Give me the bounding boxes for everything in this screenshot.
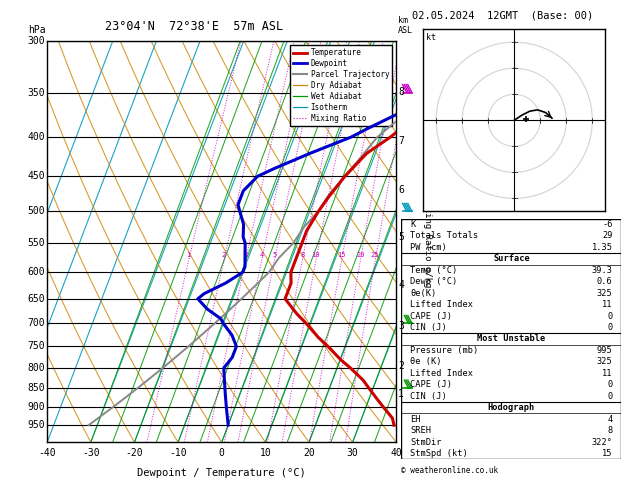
Text: -10: -10 [169, 448, 187, 458]
Text: 8: 8 [300, 252, 304, 259]
Text: 500: 500 [28, 207, 45, 216]
Text: Lifted Index: Lifted Index [410, 369, 473, 378]
Text: K: K [410, 220, 415, 229]
Text: Temp (°C): Temp (°C) [410, 266, 457, 275]
Text: 1.35: 1.35 [592, 243, 613, 252]
Text: 750: 750 [28, 342, 45, 351]
Text: 300: 300 [28, 36, 45, 46]
Text: 30: 30 [347, 448, 359, 458]
Text: θe (K): θe (K) [410, 357, 442, 366]
Text: -40: -40 [38, 448, 56, 458]
Text: 1: 1 [186, 252, 191, 259]
Text: 15: 15 [602, 449, 613, 458]
Text: CAPE (J): CAPE (J) [410, 381, 452, 389]
Text: 11: 11 [602, 300, 613, 309]
Text: 02.05.2024  12GMT  (Base: 00): 02.05.2024 12GMT (Base: 00) [412, 10, 593, 20]
Text: 39.3: 39.3 [592, 266, 613, 275]
Text: Surface: Surface [493, 254, 530, 263]
Text: kt: kt [426, 33, 436, 42]
Text: Pressure (mb): Pressure (mb) [410, 346, 479, 355]
Text: StmSpd (kt): StmSpd (kt) [410, 449, 468, 458]
Text: 325: 325 [597, 289, 613, 297]
Text: Hodograph: Hodograph [487, 403, 535, 412]
Text: 6: 6 [398, 185, 404, 195]
Text: -20: -20 [126, 448, 143, 458]
Text: 0.6: 0.6 [597, 277, 613, 286]
Text: 20: 20 [303, 448, 315, 458]
Text: 10: 10 [260, 448, 271, 458]
Text: 2: 2 [221, 252, 226, 259]
Text: EH: EH [410, 415, 421, 424]
Text: 7: 7 [398, 136, 404, 146]
Text: 650: 650 [28, 294, 45, 304]
Text: 3: 3 [398, 321, 404, 331]
Text: 600: 600 [28, 267, 45, 277]
Text: 4: 4 [398, 279, 404, 290]
Text: 700: 700 [28, 318, 45, 329]
Text: 400: 400 [28, 132, 45, 142]
Text: km
ASL: km ASL [398, 16, 413, 35]
Text: 5: 5 [398, 232, 404, 242]
Text: CIN (J): CIN (J) [410, 323, 447, 332]
Text: 20: 20 [356, 252, 365, 259]
Text: hPa: hPa [28, 25, 45, 35]
Text: 1: 1 [398, 389, 404, 399]
Text: 2: 2 [398, 361, 404, 371]
Text: 995: 995 [597, 346, 613, 355]
Text: 900: 900 [28, 402, 45, 412]
Text: 322°: 322° [592, 437, 613, 447]
Text: 4: 4 [259, 252, 264, 259]
Text: 550: 550 [28, 238, 45, 248]
Text: 0: 0 [219, 448, 225, 458]
Text: Mixing Ratio g/kg: Mixing Ratio g/kg [423, 196, 432, 288]
Text: 0: 0 [608, 381, 613, 389]
Text: 11: 11 [602, 369, 613, 378]
Text: 850: 850 [28, 383, 45, 393]
Text: CAPE (J): CAPE (J) [410, 312, 452, 321]
Text: -30: -30 [82, 448, 99, 458]
Text: Most Unstable: Most Unstable [477, 334, 545, 344]
Text: 23°04'N  72°38'E  57m ASL: 23°04'N 72°38'E 57m ASL [105, 20, 283, 34]
Text: CIN (J): CIN (J) [410, 392, 447, 401]
Text: 325: 325 [597, 357, 613, 366]
Text: 450: 450 [28, 172, 45, 181]
Text: -6: -6 [602, 220, 613, 229]
Text: 8: 8 [398, 87, 404, 97]
Text: 3: 3 [243, 252, 248, 259]
Text: 4: 4 [608, 415, 613, 424]
Text: 10: 10 [311, 252, 320, 259]
Text: 350: 350 [28, 87, 45, 98]
Text: Dewp (°C): Dewp (°C) [410, 277, 457, 286]
Text: Dewpoint / Temperature (°C): Dewpoint / Temperature (°C) [137, 469, 306, 478]
Text: 0: 0 [608, 312, 613, 321]
Legend: Temperature, Dewpoint, Parcel Trajectory, Dry Adiabat, Wet Adiabat, Isotherm, Mi: Temperature, Dewpoint, Parcel Trajectory… [290, 45, 392, 126]
Text: 8: 8 [608, 426, 613, 435]
Text: 0: 0 [608, 392, 613, 401]
Text: Lifted Index: Lifted Index [410, 300, 473, 309]
Text: 0: 0 [608, 323, 613, 332]
Text: 25: 25 [371, 252, 379, 259]
Text: θe(K): θe(K) [410, 289, 437, 297]
Text: Totals Totals: Totals Totals [410, 231, 479, 241]
Text: StmDir: StmDir [410, 437, 442, 447]
Text: 950: 950 [28, 420, 45, 430]
Text: 29: 29 [602, 231, 613, 241]
Text: 5: 5 [272, 252, 277, 259]
Text: SREH: SREH [410, 426, 431, 435]
Text: 40: 40 [391, 448, 402, 458]
Text: 15: 15 [337, 252, 346, 259]
Text: © weatheronline.co.uk: © weatheronline.co.uk [401, 466, 498, 475]
Text: 800: 800 [28, 363, 45, 373]
Text: PW (cm): PW (cm) [410, 243, 447, 252]
